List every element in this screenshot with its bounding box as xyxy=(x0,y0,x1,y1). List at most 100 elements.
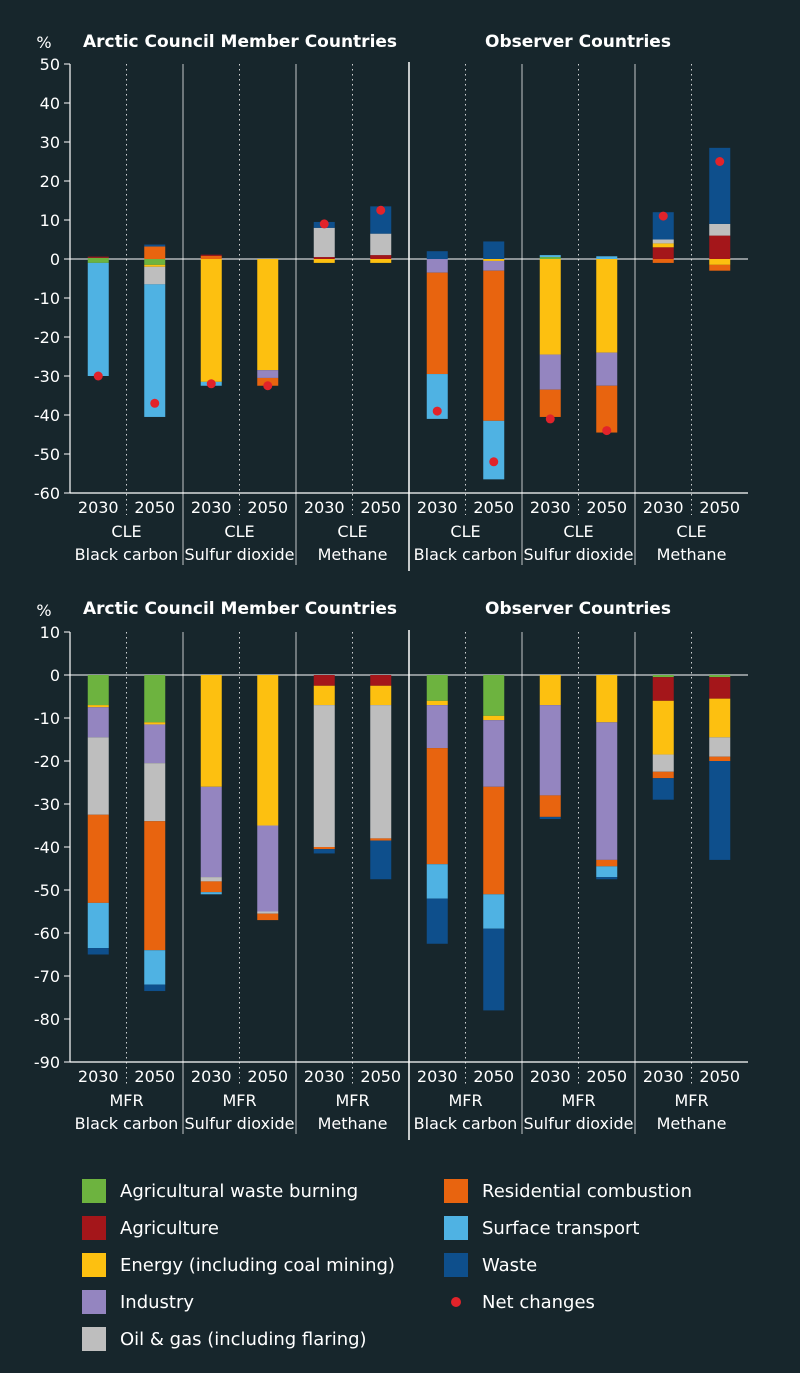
panel2-bar-segment-energy-including-coal-mining xyxy=(144,722,166,725)
panel2-bar-segment-oil-gas-including-flaring xyxy=(144,763,166,822)
panel1-x-tick-label-pollutant: Black carbon xyxy=(75,545,179,564)
legend-swatch-surface-transport xyxy=(444,1216,468,1240)
panel1-net-change-point xyxy=(93,371,103,381)
panel2-x-tick-label-pollutant: Sulfur dioxide xyxy=(185,1114,295,1133)
panel2-bar-segment-industry xyxy=(426,705,448,749)
panel2-bar-segment-agriculture xyxy=(370,675,392,686)
panel1-bar-segment-agriculture xyxy=(370,255,392,259)
panel1-group-title-arctic: Arctic Council Member Countries xyxy=(83,32,397,52)
panel2-x-tick-label-year: 2030 xyxy=(643,1067,684,1086)
panel2-bar-segment-waste xyxy=(483,928,505,1011)
panel2-x-tick-label-year: 2030 xyxy=(78,1067,119,1086)
panel2-bar-segment-industry xyxy=(200,786,222,878)
panel2-bar-segment-surface-transport xyxy=(144,950,166,985)
panel1-net-change-point xyxy=(715,157,725,166)
panel2-bar-segment-residential-combustion xyxy=(87,814,109,903)
panel1-bar-segment-agriculture xyxy=(313,257,335,259)
panel1-x-tick-label-year: 2050 xyxy=(586,498,627,517)
panel1-net-change-point xyxy=(489,457,499,467)
panel1-bar-segment-agricultural-waste-burning xyxy=(87,257,109,259)
panel2-bar-segment-agricultural-waste-burning xyxy=(652,675,674,678)
panel2-bar-segment-agricultural-waste-burning xyxy=(87,675,109,706)
panel2-bar-segment-energy-including-coal-mining xyxy=(652,700,674,755)
panel1-bar-segment-industry xyxy=(596,352,618,386)
legend-item-oil-gas: Oil & gas (including flaring) xyxy=(82,1326,367,1352)
panel1-bar-segment-industry xyxy=(483,260,505,271)
panel1-x-tick-label-scenario: CLE xyxy=(337,522,367,541)
legend-label: Net changes xyxy=(482,1291,595,1313)
panel1-net-change-point xyxy=(432,406,442,416)
panel2-x-tick-label-pollutant: Methane xyxy=(657,1114,727,1133)
panel1-y-tick-label: -50 xyxy=(34,445,60,464)
panel2-bar-segment-surface-transport xyxy=(200,892,222,895)
legend-swatch-energy xyxy=(82,1253,106,1277)
panel1-y-tick-label: 0 xyxy=(50,250,60,269)
panel2-bar-segment-energy-including-coal-mining xyxy=(596,675,618,723)
panel1-bar-segment-oil-gas-including-flaring xyxy=(370,233,392,256)
charts-canvas: Arctic Council Member Countries Observer … xyxy=(34,32,748,1140)
legend-swatch-industry xyxy=(82,1290,106,1314)
panel1-x-tick-label-scenario: CLE xyxy=(224,522,254,541)
panel1-y-tick-label: 20 xyxy=(40,172,60,191)
panel2-y-axis-label: % xyxy=(36,601,51,620)
legend-swatch-agriculture xyxy=(82,1216,106,1240)
legend-item-industry: Industry xyxy=(82,1289,194,1315)
panel2-bar-segment-waste xyxy=(652,778,674,800)
panel1-bar-segment-residential-combustion xyxy=(200,255,222,259)
panel1-bar-segment-agricultural-waste-burning xyxy=(144,259,166,265)
legend-item-surface-transport: Surface transport xyxy=(444,1215,639,1241)
panel1-y-tick-label: 10 xyxy=(40,211,60,230)
panel1-bar-segment-agricultural-waste-burning xyxy=(539,257,561,259)
panel2-bar-segment-waste xyxy=(313,849,335,854)
panel2-group-title-observer: Observer Countries xyxy=(485,599,671,619)
panel1-bar-segment-surface-transport xyxy=(144,284,166,417)
panel1-bar-segment-residential-combustion xyxy=(144,246,166,259)
panel1-bar-segment-energy-including-coal-mining xyxy=(313,259,335,263)
panel2-x-tick-label-scenario: MFR xyxy=(448,1091,482,1110)
panel2-bar-segment-agriculture xyxy=(709,677,731,699)
panel1-net-change-point xyxy=(206,379,216,389)
panel2-bar-segment-oil-gas-including-flaring xyxy=(313,705,335,847)
panel1-net-change-point xyxy=(319,219,329,229)
panel1-net-change-point xyxy=(376,205,386,215)
panel1-x-tick-label-year: 2030 xyxy=(78,498,119,517)
panel2-bar-segment-agriculture xyxy=(313,675,335,686)
panel1-y-axis-label: % xyxy=(36,33,51,52)
panel2-bar-segment-residential-combustion xyxy=(709,756,731,761)
panel1-bar-segment-residential-combustion xyxy=(539,389,561,417)
panel1-bar-segment-agriculture xyxy=(87,256,109,258)
panel2-y-tick-label: -10 xyxy=(34,709,60,728)
panel2-x-tick-label-year: 2050 xyxy=(247,1067,288,1086)
panel2-bar-segment-waste xyxy=(596,877,618,880)
panel2-bar-segment-oil-gas-including-flaring xyxy=(370,705,392,839)
panel1-net-change-point xyxy=(658,211,668,221)
panel1-bar-segment-oil-gas-including-flaring xyxy=(144,266,166,285)
panel1-bar-segment-energy-including-coal-mining xyxy=(144,264,166,267)
panel1-x-tick-label-year: 2050 xyxy=(699,498,740,517)
panel1-bar-segment-energy-including-coal-mining xyxy=(370,259,392,263)
legend-item-energy: Energy (including coal mining) xyxy=(82,1252,395,1278)
legend-label: Energy (including coal mining) xyxy=(120,1254,395,1276)
panel2-bar-segment-agricultural-waste-burning xyxy=(483,675,505,716)
panel2-x-tick-label-scenario: MFR xyxy=(109,1091,143,1110)
panel1-bar-segment-surface-transport xyxy=(87,262,109,376)
panel2-bar-segment-energy-including-coal-mining xyxy=(200,675,222,787)
panel1-bar-segment-residential-combustion xyxy=(426,272,448,375)
panel2-bar-segment-energy-including-coal-mining xyxy=(539,675,561,706)
panel1-bar-segment-oil-gas-including-flaring xyxy=(652,239,674,244)
legend-dot-net-changes xyxy=(451,1297,461,1307)
panel2-y-tick-label: -30 xyxy=(34,795,60,814)
panel2-y-tick-label: -20 xyxy=(34,752,60,771)
panel1-y-tick-label: 50 xyxy=(40,55,60,74)
panel1-x-tick-label-year: 2050 xyxy=(134,498,175,517)
panel2-bar-segment-industry xyxy=(257,825,279,912)
panel2-bar-segment-oil-gas-including-flaring xyxy=(87,737,109,815)
panel1-bar-segment-industry xyxy=(257,370,279,378)
panel2-bar-segment-energy-including-coal-mining xyxy=(483,715,505,721)
panel1-bar-segment-agriculture xyxy=(200,254,222,256)
panel1-x-tick-label-year: 2050 xyxy=(473,498,514,517)
panel1-bar-segment-residential-combustion xyxy=(652,259,674,263)
panel2-x-tick-label-year: 2050 xyxy=(360,1067,401,1086)
panel2-y-tick-label: -40 xyxy=(34,838,60,857)
panel1-x-tick-label-year: 2030 xyxy=(304,498,345,517)
